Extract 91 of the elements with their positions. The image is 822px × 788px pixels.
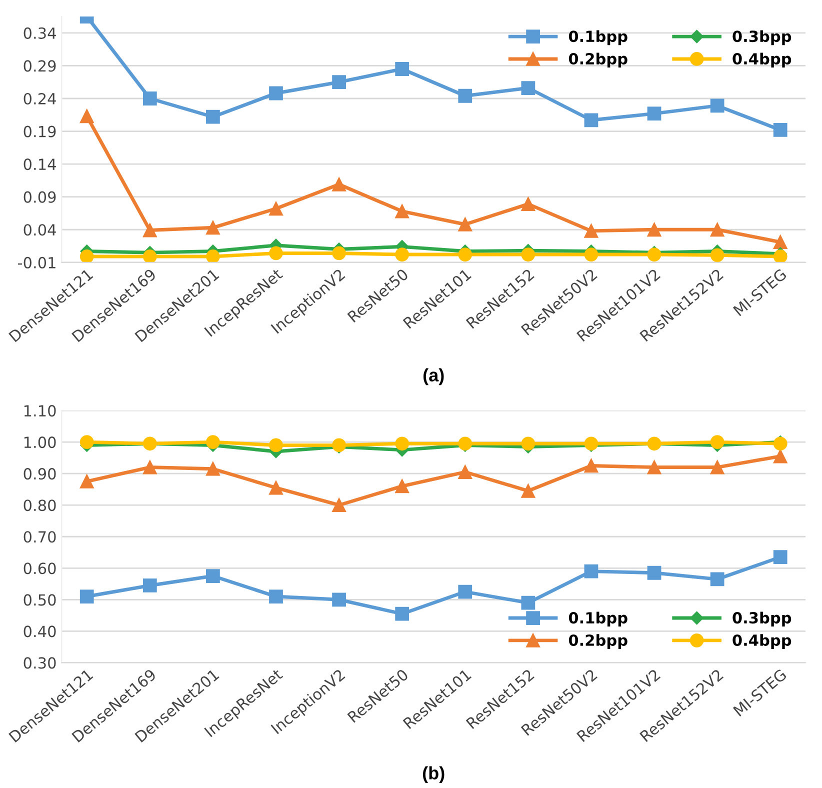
y-tick-label: 0.14 xyxy=(24,158,56,170)
point xyxy=(458,217,472,232)
point xyxy=(206,220,220,235)
point xyxy=(395,204,410,218)
y-tick-label: 0.29 xyxy=(24,60,56,72)
legend-label: 0.2bpp xyxy=(568,634,628,649)
point xyxy=(710,572,724,586)
point xyxy=(332,75,346,90)
legend-label: 0.4bpp xyxy=(732,52,792,68)
point xyxy=(332,246,346,260)
legend-label: 0.3bpp xyxy=(732,612,792,627)
point xyxy=(584,224,598,238)
point xyxy=(773,550,788,564)
y-tick-label: 0.90 xyxy=(24,468,56,480)
point xyxy=(142,223,157,238)
point xyxy=(647,566,662,580)
point xyxy=(773,250,788,262)
point xyxy=(395,62,410,76)
y-tick-label: 0.70 xyxy=(24,531,56,543)
y-tick-label: 0.24 xyxy=(24,92,56,105)
point xyxy=(142,92,157,106)
y-tick-label: 0.60 xyxy=(24,562,56,574)
point xyxy=(521,197,536,211)
y-tick-label: 0.34 xyxy=(24,27,56,39)
point xyxy=(269,438,283,452)
point xyxy=(647,222,662,237)
y-tick-label: 0.19 xyxy=(24,126,56,138)
point xyxy=(521,248,536,262)
point xyxy=(142,578,157,592)
point xyxy=(710,460,724,474)
point xyxy=(458,248,472,262)
point xyxy=(80,590,94,604)
point xyxy=(773,235,788,250)
point xyxy=(332,177,346,192)
y-tick-label: -0.01 xyxy=(18,256,56,268)
point xyxy=(521,436,536,451)
point xyxy=(206,435,220,450)
point xyxy=(395,479,410,494)
y-tick-label: 0.80 xyxy=(24,500,56,512)
point xyxy=(773,123,788,137)
y-tick-label: 0.09 xyxy=(24,191,56,203)
point xyxy=(458,465,472,479)
point xyxy=(458,584,472,599)
point xyxy=(206,250,220,262)
y-tick-label: 1.10 xyxy=(24,405,56,417)
y-tick-label: 0.04 xyxy=(24,224,56,236)
y-tick-label: 0.40 xyxy=(24,626,56,638)
point xyxy=(269,86,283,100)
point xyxy=(458,88,472,103)
point xyxy=(710,98,724,113)
point xyxy=(80,474,94,488)
legend-label: 0.3bpp xyxy=(732,30,792,46)
point xyxy=(710,222,724,237)
legend-label: 0.4bpp xyxy=(732,634,792,649)
point xyxy=(521,484,536,498)
point xyxy=(142,250,157,262)
point xyxy=(710,435,724,450)
legend-label: 0.1bpp xyxy=(568,30,628,46)
point xyxy=(332,592,346,607)
point xyxy=(521,596,536,610)
y-tick-label: 0.50 xyxy=(24,594,56,606)
point xyxy=(269,480,283,495)
point xyxy=(710,248,724,262)
point xyxy=(332,498,346,512)
point xyxy=(584,248,598,262)
point xyxy=(395,436,410,451)
point xyxy=(142,460,157,474)
y-tick-label: 1.00 xyxy=(24,436,56,448)
point xyxy=(80,250,94,262)
text: (b) xyxy=(422,766,444,784)
point xyxy=(521,81,536,95)
point xyxy=(647,460,662,474)
point xyxy=(773,449,788,464)
legend-label: 0.2bpp xyxy=(568,52,628,68)
point xyxy=(80,435,94,450)
y-tick-label: 0.30 xyxy=(24,657,56,669)
point xyxy=(647,106,662,121)
point xyxy=(395,606,410,621)
point xyxy=(584,564,598,578)
text: (a) xyxy=(423,368,444,386)
point xyxy=(269,246,283,260)
point xyxy=(206,569,220,583)
point xyxy=(269,202,283,216)
point xyxy=(269,590,283,604)
point xyxy=(584,458,598,473)
legend-label: 0.1bpp xyxy=(568,612,628,627)
point xyxy=(80,109,94,124)
point xyxy=(395,248,410,262)
point xyxy=(206,110,220,124)
point xyxy=(584,113,598,128)
point xyxy=(206,462,220,476)
